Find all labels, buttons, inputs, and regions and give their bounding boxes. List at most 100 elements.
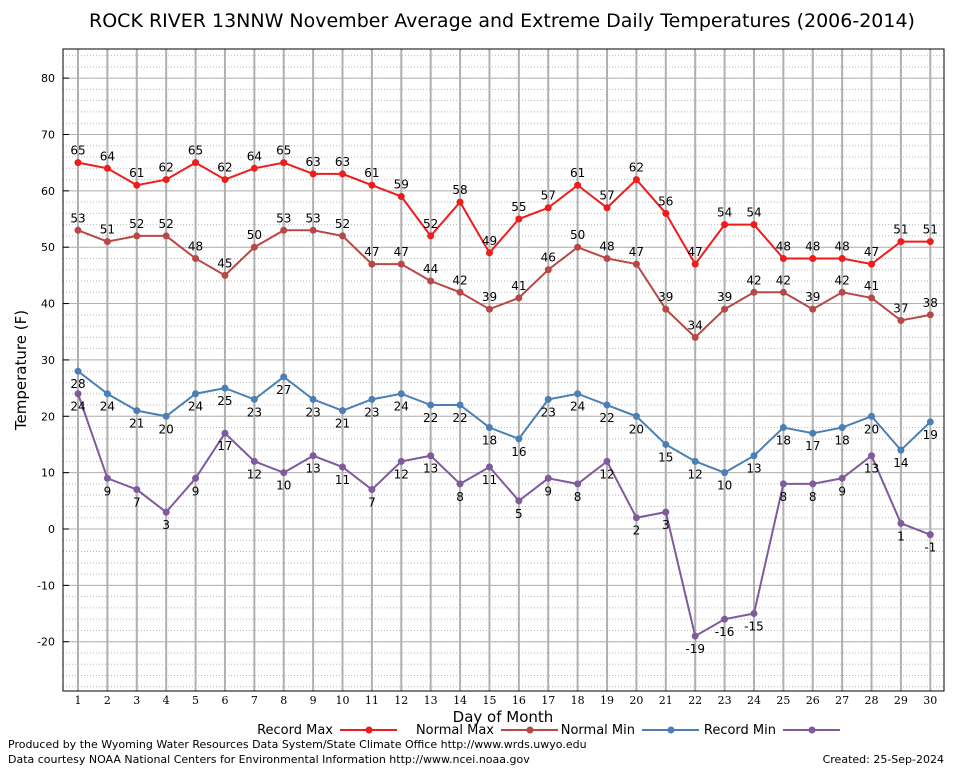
data-label: 28 — [70, 377, 85, 391]
x-tick-label: 28 — [865, 694, 879, 707]
data-label: 47 — [688, 245, 703, 259]
data-label: 52 — [159, 217, 174, 231]
data-label: 22 — [423, 411, 438, 425]
data-point — [926, 238, 934, 246]
data-point — [250, 243, 258, 251]
legend-label: Record Max — [257, 723, 333, 738]
data-point — [632, 176, 640, 184]
chart-title: ROCK RIVER 13NNW November Average and Ex… — [89, 10, 915, 32]
data-label: 9 — [104, 484, 112, 498]
data-point — [897, 519, 905, 527]
x-tick-label: 15 — [482, 694, 496, 707]
data-point — [809, 429, 817, 437]
data-point — [721, 469, 729, 477]
data-label: 51 — [923, 223, 938, 237]
data-point — [809, 254, 817, 262]
data-point — [368, 260, 376, 268]
data-label: 10 — [276, 479, 291, 493]
data-label: 61 — [129, 166, 144, 180]
data-point — [309, 226, 317, 234]
data-point — [779, 424, 787, 432]
data-label: 3 — [662, 518, 670, 532]
data-point — [544, 266, 552, 274]
data-point — [162, 232, 170, 240]
data-point — [691, 260, 699, 268]
data-label: 61 — [570, 166, 585, 180]
data-label: 21 — [335, 417, 350, 431]
y-tick-label: -10 — [37, 579, 55, 592]
data-point — [838, 474, 846, 482]
data-point — [427, 401, 435, 409]
data-label: 58 — [452, 183, 467, 197]
data-label: 22 — [452, 411, 467, 425]
data-point — [162, 176, 170, 184]
data-label: 23 — [541, 405, 556, 419]
data-label: 11 — [335, 473, 350, 487]
x-tick-label: 24 — [747, 694, 761, 707]
data-point — [750, 288, 758, 296]
data-point — [721, 305, 729, 313]
data-label: 64 — [247, 149, 262, 163]
x-tick-label: 14 — [453, 694, 467, 707]
data-label: 9 — [544, 484, 552, 498]
data-label: 3 — [162, 518, 170, 532]
series-line — [77, 161, 931, 266]
data-point — [485, 424, 493, 432]
data-point — [779, 254, 787, 262]
data-point — [574, 480, 582, 488]
x-tick-label: 12 — [394, 694, 408, 707]
data-label: 54 — [746, 206, 761, 220]
data-point — [838, 424, 846, 432]
data-label: 39 — [805, 290, 820, 304]
legend-marker — [667, 726, 675, 734]
x-tick-label: 7 — [251, 694, 258, 707]
data-point — [280, 469, 288, 477]
data-point — [456, 288, 464, 296]
data-label: 17 — [805, 439, 820, 453]
x-tick-label: 10 — [336, 694, 350, 707]
x-tick-label: 17 — [541, 694, 555, 707]
y-tick-label: 60 — [41, 185, 55, 198]
x-tick-label: 3 — [133, 694, 140, 707]
data-label: 57 — [599, 189, 614, 203]
data-label: 56 — [658, 194, 673, 208]
x-tick-label: 25 — [776, 694, 790, 707]
data-point — [632, 412, 640, 420]
data-point — [485, 249, 493, 257]
data-point — [339, 407, 347, 415]
data-label: 61 — [364, 166, 379, 180]
data-point — [133, 232, 141, 240]
data-label: 41 — [864, 279, 879, 293]
data-point — [868, 294, 876, 302]
data-label: 48 — [805, 239, 820, 253]
data-label: 54 — [717, 206, 732, 220]
data-point — [221, 176, 229, 184]
data-point — [397, 390, 405, 398]
data-label: 59 — [394, 177, 409, 191]
data-label: 23 — [305, 405, 320, 419]
data-point — [662, 209, 670, 217]
x-tick-label: 27 — [835, 694, 849, 707]
data-point — [897, 316, 905, 324]
series-line — [77, 229, 931, 339]
x-tick-label: 1 — [75, 694, 82, 707]
data-point — [133, 407, 141, 415]
data-point — [662, 508, 670, 516]
data-label: 2 — [633, 524, 641, 538]
data-label: 55 — [511, 200, 526, 214]
data-label: 52 — [335, 217, 350, 231]
data-label: 24 — [394, 400, 409, 414]
data-point — [926, 418, 934, 426]
data-label: -19 — [685, 642, 705, 656]
data-label: 48 — [776, 239, 791, 253]
data-point — [544, 395, 552, 403]
data-label: 27 — [276, 383, 291, 397]
y-axis-label: Temperature (F) — [12, 310, 30, 431]
data-label: 49 — [482, 234, 497, 248]
data-label: 47 — [364, 245, 379, 259]
footer-data-courtesy: Data courtesy NOAA National Centers for … — [8, 753, 530, 766]
data-label: 39 — [658, 290, 673, 304]
data-point — [515, 294, 523, 302]
y-tick-label: 0 — [48, 523, 55, 536]
